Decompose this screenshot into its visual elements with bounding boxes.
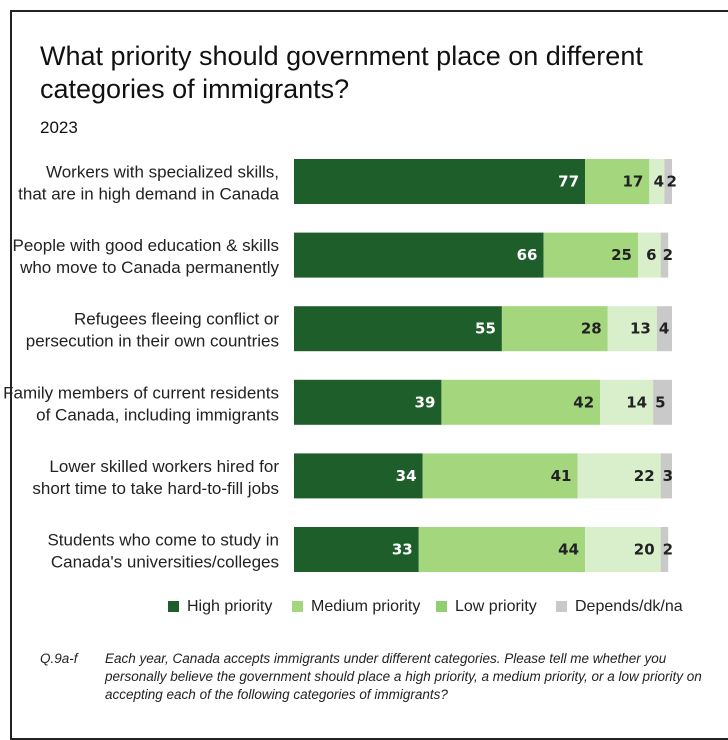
bar-high bbox=[294, 306, 502, 352]
legend-label-depends: Depends/dk/na bbox=[575, 598, 683, 615]
data-label-depends: 5 bbox=[655, 393, 665, 411]
bar-low bbox=[585, 527, 661, 572]
bar-medium bbox=[441, 379, 601, 425]
data-label-high: 55 bbox=[475, 320, 496, 338]
footnote-label: Q.9a-f bbox=[40, 651, 78, 666]
data-label-depends: 2 bbox=[666, 173, 676, 191]
data-label-high: 66 bbox=[517, 246, 538, 264]
data-label-low: 13 bbox=[630, 320, 651, 338]
category-label-line: who move to Canada permanently bbox=[19, 258, 279, 277]
data-label-depends: 3 bbox=[663, 467, 673, 485]
category-label-line: Family members of current residents bbox=[3, 383, 279, 402]
bar-depends bbox=[653, 379, 672, 425]
bar-depends bbox=[660, 232, 669, 278]
bar-low bbox=[600, 379, 654, 425]
chart-frame bbox=[10, 10, 728, 740]
data-label-low: 20 bbox=[634, 541, 655, 559]
chart-title: What priority should government place on… bbox=[40, 41, 643, 104]
category-label-line: Students who come to study in bbox=[47, 531, 279, 550]
data-label-medium: 25 bbox=[611, 246, 632, 264]
bar-high bbox=[294, 159, 586, 204]
bar-low bbox=[637, 232, 661, 278]
data-label-high: 34 bbox=[396, 467, 417, 485]
bar-low bbox=[577, 453, 661, 499]
data-label-depends: 4 bbox=[659, 320, 669, 338]
category-label: Refugees fleeing conflict or persecution … bbox=[26, 310, 280, 351]
data-label-low: 4 bbox=[654, 173, 664, 191]
data-label-high: 77 bbox=[558, 173, 579, 191]
legend-swatch-medium bbox=[292, 601, 303, 612]
category-label-line: Workers with specialized skills, bbox=[46, 163, 279, 182]
bar-depends bbox=[656, 306, 672, 352]
bar-high bbox=[294, 379, 442, 425]
category-label-line: that are in high demand in Canada bbox=[18, 185, 279, 204]
bar-high bbox=[294, 527, 419, 572]
category-label-line: Canada's universities/colleges bbox=[51, 553, 279, 572]
bar-depends bbox=[660, 453, 672, 499]
category-label-line: of Canada, including immigrants bbox=[36, 405, 279, 424]
data-label-low: 22 bbox=[634, 467, 655, 485]
bar-depends bbox=[660, 527, 669, 572]
category-label-line: short time to take hard-to-fill jobs bbox=[32, 479, 279, 498]
legend-swatch-low bbox=[436, 601, 447, 612]
category-label: Students who come to study in Canada's un… bbox=[47, 531, 279, 572]
category-label: Lower skilled workers hired for short tim… bbox=[32, 457, 279, 498]
legend-label-medium: Medium priority bbox=[311, 598, 420, 615]
bar-medium bbox=[501, 306, 608, 352]
bar-depends bbox=[664, 159, 672, 204]
legend-label-high: High priority bbox=[187, 598, 272, 615]
category-label-line: Refugees fleeing conflict or bbox=[74, 310, 279, 329]
legend-swatch-high bbox=[168, 601, 179, 612]
bar-medium bbox=[418, 527, 586, 572]
category-label: People with good education & skills who m… bbox=[13, 236, 280, 277]
data-label-medium: 41 bbox=[551, 467, 572, 485]
data-label-high: 33 bbox=[392, 541, 413, 559]
footnote-text: Each year, Canada accepts immigrants und… bbox=[105, 651, 702, 702]
legend-label-low: Low priority bbox=[455, 598, 537, 615]
legend-swatch-depends bbox=[556, 601, 567, 612]
data-label-low: 14 bbox=[626, 393, 647, 411]
data-label-high: 39 bbox=[415, 393, 436, 411]
chart-subtitle: 2023 bbox=[40, 118, 78, 137]
bar-high bbox=[294, 453, 423, 499]
data-label-medium: 28 bbox=[581, 320, 602, 338]
stacked-bar-chart: Workers with specialized skills, that are… bbox=[3, 159, 683, 615]
category-label-line: People with good education & skills bbox=[13, 236, 280, 255]
category-label-line: persecution in their own countries bbox=[26, 332, 279, 351]
data-label-low: 6 bbox=[646, 246, 656, 264]
data-label-medium: 44 bbox=[558, 541, 579, 559]
data-label-depends: 2 bbox=[663, 541, 673, 559]
category-label-line: Lower skilled workers hired for bbox=[49, 457, 279, 476]
bar-low bbox=[607, 306, 657, 352]
data-label-medium: 17 bbox=[622, 173, 643, 191]
category-label: Workers with specialized skills, that are… bbox=[18, 163, 279, 204]
bar-medium bbox=[422, 453, 578, 499]
bar-medium bbox=[543, 232, 638, 278]
bar-high bbox=[294, 232, 544, 278]
data-label-medium: 42 bbox=[573, 393, 594, 411]
bar-medium bbox=[585, 159, 650, 204]
data-label-depends: 2 bbox=[663, 246, 673, 264]
category-label: Family members of current residents of Ca… bbox=[3, 383, 279, 424]
bar-low bbox=[649, 159, 665, 204]
